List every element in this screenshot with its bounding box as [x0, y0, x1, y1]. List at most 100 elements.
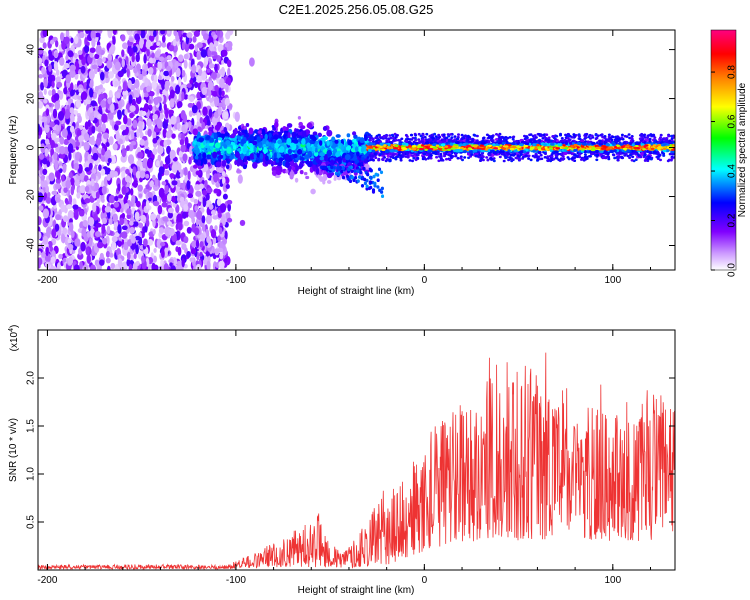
- heatmap-cell: [223, 257, 228, 264]
- heatmap-cell: [202, 189, 208, 196]
- heatmap-cell: [201, 121, 206, 130]
- heatmap-cell: [307, 150, 313, 157]
- heatmap-cell: [203, 159, 208, 165]
- heatmap-cell: [221, 90, 225, 97]
- heatmap-cell: [208, 63, 215, 69]
- heatmap-cell: [70, 230, 75, 239]
- heatmap-cell: [152, 200, 160, 207]
- heatmap-cell: [192, 35, 197, 43]
- heatmap-cell: [293, 139, 299, 144]
- heatmap-cell: [214, 63, 218, 72]
- heatmap-cell: [182, 153, 188, 162]
- heatmap-cell: [206, 260, 211, 270]
- heatmap-cell: [54, 100, 61, 111]
- heatmap-cell: [125, 168, 130, 175]
- heatmap-cell: [176, 100, 183, 108]
- heatmap-cell: [62, 227, 68, 235]
- heatmap-cell: [202, 197, 207, 208]
- heatmap-cell: [175, 171, 182, 179]
- heatmap-cell: [86, 109, 91, 117]
- heatmap-cell: [130, 129, 135, 140]
- heatmap-cell: [48, 63, 52, 72]
- heatmap-cell: [195, 190, 202, 197]
- heatmap-cell: [249, 57, 255, 67]
- heatmap-cell: [91, 168, 97, 174]
- heatmap-cell: [195, 210, 203, 221]
- heatmap-cell: [225, 139, 231, 146]
- heatmap-cell: [126, 251, 131, 260]
- heatmap-cell: [214, 225, 218, 231]
- heatmap-cell: [102, 132, 110, 140]
- heatmap-cell: [247, 143, 254, 149]
- heatmap-cell: [152, 113, 159, 120]
- heatmap-cell: [146, 47, 150, 57]
- heatmap-cell: [294, 177, 299, 183]
- heatmap-cell: [53, 61, 58, 71]
- heatmap-cell: [139, 170, 146, 179]
- heatmap-cell: [330, 159, 335, 166]
- heatmap-cell: [110, 204, 115, 209]
- heatmap-cell: [101, 185, 107, 195]
- heatmap-cell: [111, 208, 116, 214]
- heatmap-cell: [319, 156, 325, 161]
- heatmap-cell: [44, 124, 50, 133]
- heatmap-cell: [95, 223, 102, 228]
- heatmap-cell: [208, 108, 213, 118]
- heatmap-cell: [368, 180, 372, 184]
- heatmap-cell: [73, 264, 80, 270]
- heatmap-cell: [378, 188, 382, 193]
- heatmap-cell: [303, 147, 307, 151]
- heatmap-cell: [231, 133, 237, 137]
- heatmap-cell: [62, 163, 67, 174]
- heatmap-cell: [263, 146, 267, 155]
- heatmap-cell: [38, 216, 42, 226]
- heatmap-cell: [312, 163, 316, 172]
- heatmap-cell: [54, 52, 58, 58]
- heatmap-cell: [65, 30, 70, 39]
- heatmap-cell: [168, 44, 175, 52]
- heatmap-cell: [131, 194, 136, 205]
- heatmap-cell: [356, 169, 360, 174]
- heatmap-cell: [80, 65, 86, 74]
- heatmap-cell: [124, 134, 129, 142]
- heatmap-cell: [43, 98, 48, 104]
- heatmap-cell: [56, 81, 63, 88]
- heatmap-cell: [66, 204, 73, 210]
- heatmap-cell: [42, 30, 48, 38]
- heatmap-cell: [147, 128, 152, 137]
- heatmap-cell: [175, 67, 181, 78]
- heatmap-cell: [87, 119, 91, 127]
- heatmap-cell: [153, 74, 158, 83]
- heatmap-cell: [186, 251, 191, 258]
- heatmap-cell: [207, 90, 212, 98]
- heatmap-cell: [352, 178, 356, 183]
- heatmap-cell: [312, 136, 317, 142]
- heatmap-cell: [121, 130, 126, 136]
- heatmap-cell: [122, 42, 128, 50]
- heatmap-cell: [98, 93, 105, 99]
- heatmap-cell: [55, 40, 59, 48]
- heatmap-cell: [259, 152, 264, 160]
- heatmap-cell: [209, 137, 215, 143]
- heatmap-cell: [148, 196, 152, 202]
- heatmap-cell: [348, 139, 353, 147]
- heatmap-cell: [177, 162, 182, 172]
- heatmap-cell: [149, 45, 157, 51]
- heatmap-cell: [363, 134, 368, 138]
- heatmap-cell: [194, 155, 199, 160]
- heatmap-cell: [188, 156, 192, 165]
- heatmap-cell: [166, 30, 171, 34]
- heatmap-cell: [135, 260, 140, 266]
- heatmap-cell: [43, 78, 48, 88]
- heatmap-cell: [138, 123, 143, 134]
- heatmap-cell: [200, 49, 207, 58]
- heatmap-cell: [171, 180, 178, 186]
- heatmap-cell: [186, 32, 193, 38]
- heatmap-cell: [130, 235, 136, 244]
- heatmap-cell: [74, 238, 81, 247]
- heatmap-cell: [274, 121, 279, 129]
- heatmap-cell: [202, 152, 207, 159]
- heatmap-cell: [137, 184, 143, 192]
- heatmap-cell: [50, 256, 56, 264]
